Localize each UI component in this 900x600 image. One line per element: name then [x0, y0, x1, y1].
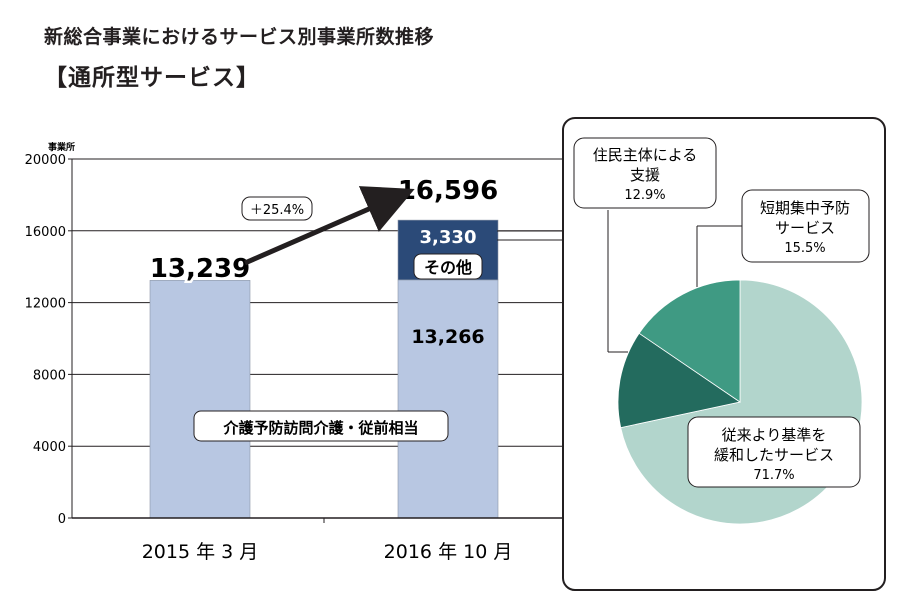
- pie-label-short-line1: 短期集中予防: [760, 199, 850, 217]
- pie-label-resident-line2: 支援: [630, 166, 660, 184]
- bar-2016-main: [397, 279, 499, 519]
- growth-badge: [241, 196, 313, 221]
- series-label-main: 介護予防訪問介護・従前相当: [222, 419, 418, 437]
- pie-panel: [562, 117, 886, 591]
- value-label-other: 3,330: [420, 227, 477, 248]
- series-badge-other: [413, 253, 483, 280]
- pie-value-short: 15.5%: [784, 241, 825, 256]
- pie-label-box-relaxed: [687, 416, 861, 488]
- total-label-2016: 16,596: [398, 176, 498, 206]
- pie-label-resident-line1: 住民主体による: [593, 146, 698, 164]
- y-tick-label: 16000: [25, 225, 66, 240]
- pie-slice-resident: [617, 332, 741, 429]
- chart-subtitle: 【通所型サービス】: [44, 65, 260, 91]
- y-axis-label: 事業所: [48, 141, 75, 153]
- series-label-other: その他: [424, 258, 472, 277]
- y-tick-label: 0: [58, 512, 66, 527]
- y-tick-label: 20000: [25, 153, 66, 168]
- pie-value-resident: 12.9%: [624, 188, 665, 203]
- pie-label-box-short: [741, 189, 870, 263]
- series-badge-main: [193, 410, 449, 442]
- growth-arrow: [244, 186, 415, 266]
- pie-label-relaxed-line1: 従来より基準を: [722, 426, 827, 444]
- bar-2015-main: [149, 280, 251, 519]
- pie-slice-short: [638, 279, 741, 403]
- pie-label-short-line2: サービス: [775, 219, 835, 237]
- y-tick-label: 4000: [33, 440, 66, 455]
- x-tick-2016: 2016 年 10 月: [384, 541, 513, 563]
- value-label-main-2016: 13,266: [411, 326, 484, 348]
- x-tick-2015: 2015 年 3 月: [142, 541, 259, 563]
- y-tick-label: 12000: [25, 297, 66, 312]
- y-tick-label: 8000: [33, 368, 66, 383]
- pie-value-relaxed: 71.7%: [753, 468, 794, 483]
- y-axis: 0 4000 8000 12000 16000 20000: [25, 153, 73, 527]
- chart-title: 新総合事業におけるサービス別事業所数推移: [44, 26, 435, 48]
- pie-label-relaxed-line2: 緩和したサービス: [714, 446, 834, 464]
- x-axis: [72, 517, 562, 523]
- growth-label: ＋25.4%: [250, 203, 304, 218]
- total-label-2015: 13,239: [150, 254, 250, 284]
- pie-label-box-resident: [573, 137, 717, 209]
